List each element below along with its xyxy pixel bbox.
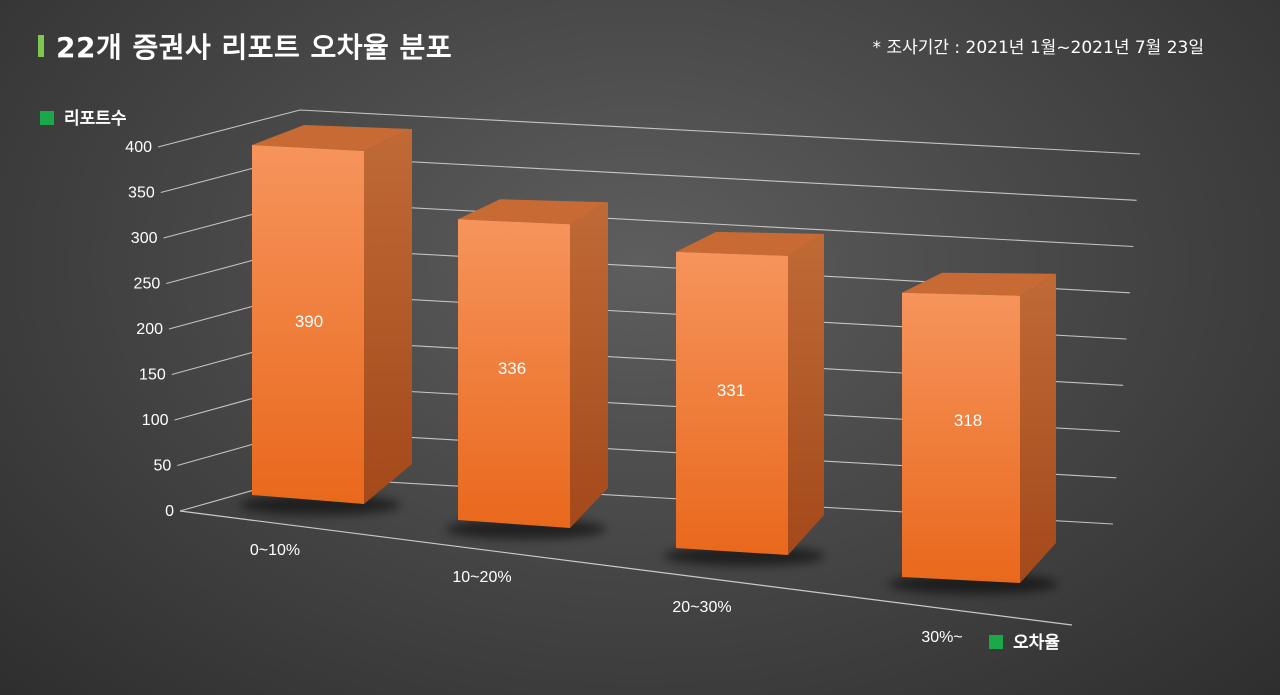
y-tick-label: 400 bbox=[125, 139, 152, 156]
y-tick-label: 150 bbox=[139, 367, 166, 384]
bar-10~20% bbox=[458, 219, 570, 529]
chart-title: 22개 증권사 리포트 오차율 분포 bbox=[56, 31, 453, 64]
x-tick-label: 10~20% bbox=[452, 569, 511, 586]
y-tick-label: 300 bbox=[131, 230, 158, 247]
bar-0~10% bbox=[252, 145, 364, 504]
y-tick-label: 250 bbox=[134, 276, 161, 293]
bar-top-30%~ bbox=[902, 272, 1056, 296]
y-tick-label: 100 bbox=[142, 412, 169, 429]
y-tick-label: 200 bbox=[136, 321, 163, 338]
data-label: 318 bbox=[954, 411, 982, 430]
axes: 0 50 100 150 200 250 300 350 400 0~10% 10~20% 20~30… bbox=[125, 139, 1073, 646]
bar-30%~ bbox=[902, 292, 1020, 583]
bar-top-10~20% bbox=[458, 199, 608, 225]
bar-side-0~10% bbox=[364, 129, 412, 504]
bar-side-10~20% bbox=[570, 202, 608, 529]
bars: 390 336 331 318 bbox=[239, 125, 1058, 594]
y-tick-label: 350 bbox=[128, 185, 155, 202]
data-label: 390 bbox=[295, 312, 323, 331]
bar-20~30% bbox=[676, 251, 788, 555]
y-tick-label: 50 bbox=[153, 458, 171, 475]
x-tick-label: 30%~ bbox=[921, 629, 962, 646]
gridline bbox=[157, 109, 1141, 155]
x-axis-line bbox=[179, 510, 1073, 626]
x-axis-label: 오차율 bbox=[1013, 633, 1060, 653]
bar-top-20~30% bbox=[676, 231, 824, 256]
xlabel-legend-square bbox=[989, 635, 1003, 649]
title-area: 22개 증권사 리포트 오차율 분포 bbox=[38, 26, 452, 66]
y-axis-label: 리포트수 bbox=[64, 109, 127, 129]
x-tick-label: 0~10% bbox=[250, 542, 300, 559]
bar-side-30%~ bbox=[1020, 273, 1056, 583]
bar-top-0~10% bbox=[252, 125, 412, 151]
data-label: 331 bbox=[717, 381, 745, 400]
y-tick-label: 0 bbox=[165, 503, 174, 520]
ylabel-legend-square bbox=[40, 111, 54, 125]
data-label: 336 bbox=[498, 359, 526, 378]
title-accent-bar bbox=[38, 35, 44, 57]
survey-period-note: * 조사기간 : 2021년 1월~2021년 7월 23일 bbox=[872, 38, 1204, 58]
bar-side-20~30% bbox=[788, 233, 824, 555]
x-tick-label: 20~30% bbox=[672, 599, 731, 616]
